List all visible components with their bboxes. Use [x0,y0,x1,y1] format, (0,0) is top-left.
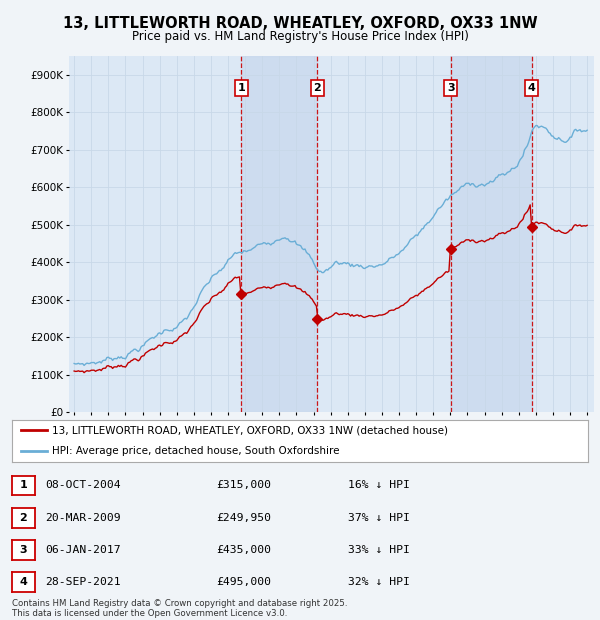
Text: 13, LITTLEWORTH ROAD, WHEATLEY, OXFORD, OX33 1NW: 13, LITTLEWORTH ROAD, WHEATLEY, OXFORD, … [62,16,538,30]
Text: 2: 2 [313,83,321,93]
Text: 16% ↓ HPI: 16% ↓ HPI [348,480,410,490]
Text: Price paid vs. HM Land Registry's House Price Index (HPI): Price paid vs. HM Land Registry's House … [131,30,469,43]
Text: Contains HM Land Registry data © Crown copyright and database right 2025.
This d: Contains HM Land Registry data © Crown c… [12,599,347,618]
Text: 20-MAR-2009: 20-MAR-2009 [45,513,121,523]
Text: 1: 1 [20,480,27,490]
Text: £315,000: £315,000 [216,480,271,490]
Text: £435,000: £435,000 [216,545,271,555]
Bar [451,56,532,412]
Text: 08-OCT-2004: 08-OCT-2004 [45,480,121,490]
Text: 3: 3 [447,83,455,93]
Text: £249,950: £249,950 [216,513,271,523]
Text: 37% ↓ HPI: 37% ↓ HPI [348,513,410,523]
Text: 06-JAN-2017: 06-JAN-2017 [45,545,121,555]
Text: 4: 4 [527,83,536,93]
Text: 4: 4 [19,577,28,587]
Text: 2: 2 [20,513,27,523]
Text: 28-SEP-2021: 28-SEP-2021 [45,577,121,587]
Text: 32% ↓ HPI: 32% ↓ HPI [348,577,410,587]
Bar [241,56,317,412]
Text: £495,000: £495,000 [216,577,271,587]
Text: 3: 3 [20,545,27,555]
Text: 33% ↓ HPI: 33% ↓ HPI [348,545,410,555]
Text: 1: 1 [238,83,245,93]
Text: HPI: Average price, detached house, South Oxfordshire: HPI: Average price, detached house, Sout… [52,446,340,456]
Text: 13, LITTLEWORTH ROAD, WHEATLEY, OXFORD, OX33 1NW (detached house): 13, LITTLEWORTH ROAD, WHEATLEY, OXFORD, … [52,425,448,435]
